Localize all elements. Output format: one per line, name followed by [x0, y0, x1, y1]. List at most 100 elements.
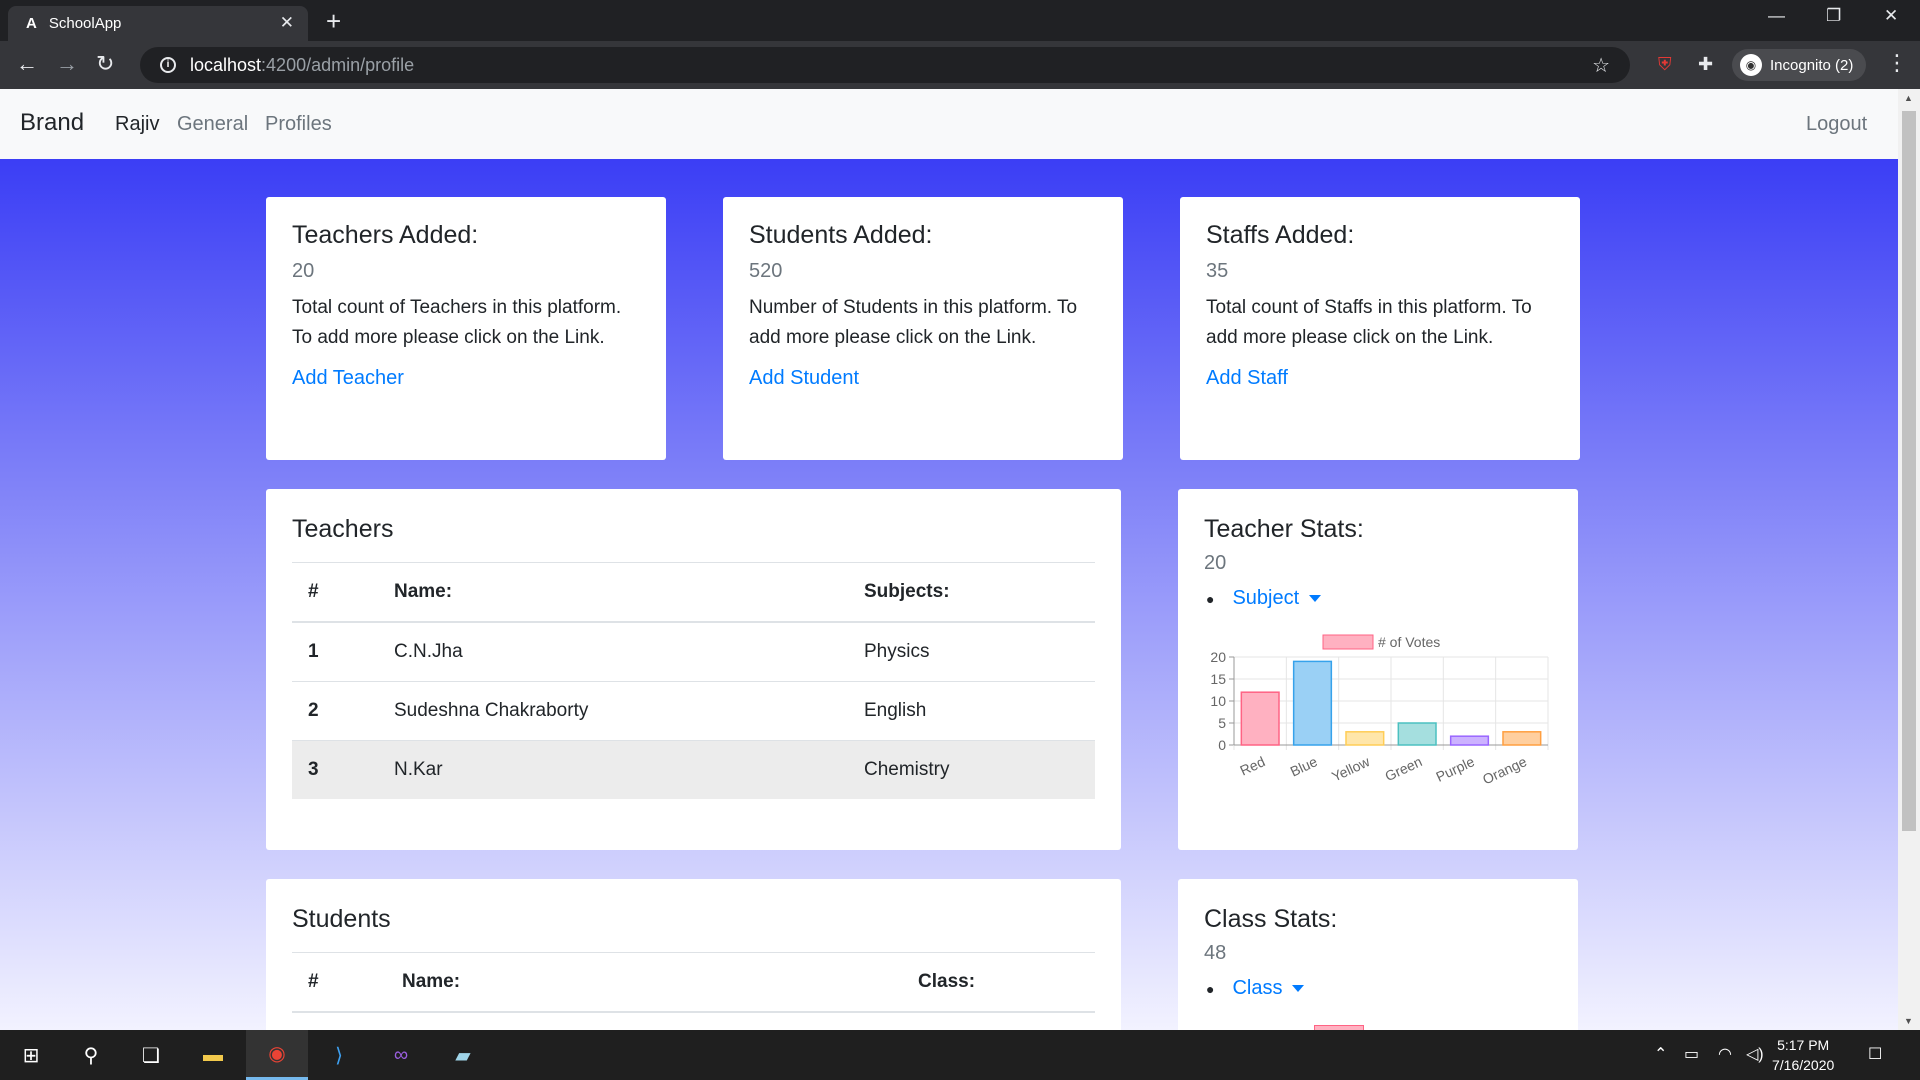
x-tick-label: Red	[1237, 753, 1267, 778]
nav-link-profiles[interactable]: Profiles	[265, 113, 332, 135]
card-count: 520	[749, 260, 783, 282]
card-description: Total count of Teachers in this platform…	[292, 297, 622, 348]
nav-link-rajiv[interactable]: Rajiv	[115, 113, 160, 135]
vscode-icon[interactable]: ⟩	[335, 1044, 343, 1067]
scroll-down-icon[interactable]: ▼	[1904, 1016, 1913, 1026]
system-clock[interactable]: 5:17 PM 7/16/2020	[1772, 1035, 1834, 1075]
col-header-name: Name:	[378, 562, 848, 623]
battery-icon[interactable]: ▭	[1684, 1046, 1700, 1063]
card-count: 35	[1206, 260, 1229, 282]
windows-taskbar: ⊞ ⚲ ❏ ▬ ◉ ⟩ ∞ ▰ ⌃ ▭ ◠ ◁) 5:17 PM 7/16/20…	[0, 1030, 1920, 1080]
subject-dropdown[interactable]: ● Subject	[1204, 587, 1552, 610]
chevron-down-icon	[1292, 985, 1305, 992]
teacher-stats-bar-chart: # of Votes 0 5 10 15 20 Red Blue Yellow Green Purp…	[1210, 634, 1549, 787]
students-table: # Name: Class:	[292, 952, 1095, 1013]
x-tick-label: Orange	[1480, 753, 1529, 787]
bar-green	[1397, 722, 1437, 746]
bar-yellow	[1345, 731, 1385, 746]
incognito-profile-button[interactable]: ◉ Incognito (2)	[1732, 49, 1866, 81]
class-dropdown[interactable]: ● Class	[1204, 977, 1552, 1000]
students-title: Students	[292, 905, 391, 933]
incognito-icon: ◉	[1740, 54, 1762, 76]
address-bar[interactable]: i localhost:4200/admin/profile ☆	[140, 47, 1630, 83]
minimize-window-icon[interactable]: —	[1768, 6, 1785, 25]
tab-title: SchoolApp	[48, 15, 122, 32]
y-tick-label: 15	[1210, 671, 1226, 687]
add-student-link[interactable]: Add Student	[749, 367, 860, 389]
nav-link-general[interactable]: General	[177, 113, 249, 135]
ublock-extension-icon[interactable]: ⛨	[1658, 54, 1672, 74]
subject-dropdown-label[interactable]: Subject	[1232, 587, 1300, 609]
logout-link[interactable]: Logout	[1806, 113, 1868, 135]
add-staff-link[interactable]: Add Staff	[1206, 367, 1288, 389]
class-stats-title: Class Stats:	[1204, 905, 1338, 933]
staffs-added-card: Staffs Added: 35 Total count of Staffs i…	[1180, 197, 1580, 460]
bullet-icon: ●	[1206, 980, 1215, 997]
row-number: 3	[292, 740, 378, 799]
table-row[interactable]: 3 N.Kar Chemistry	[292, 740, 1095, 799]
teacher-stats-count: 20	[1204, 552, 1227, 574]
forward-icon[interactable]: →	[56, 51, 78, 76]
teacher-stats-title: Teacher Stats:	[1204, 515, 1364, 543]
teacher-name: Sudeshna Chakraborty	[378, 681, 848, 741]
reload-icon[interactable]: ↻	[96, 51, 115, 76]
windows-start-icon[interactable]: ⊞	[22, 1044, 40, 1067]
col-header-number: #	[292, 562, 378, 623]
y-tick-label: 20	[1210, 649, 1226, 665]
scroll-up-icon[interactable]: ▲	[1904, 93, 1913, 103]
card-title: Students Added:	[749, 221, 933, 249]
card-title: Staffs Added:	[1206, 221, 1355, 249]
close-tab-icon[interactable]: ✕	[279, 13, 294, 32]
new-tab-button[interactable]: +	[326, 6, 342, 36]
chrome-icon[interactable]: ◉	[246, 1030, 308, 1080]
teachers-title: Teachers	[292, 515, 394, 543]
back-icon[interactable]: ←	[16, 51, 38, 76]
add-teacher-link[interactable]: Add Teacher	[292, 367, 404, 389]
col-header-class: Class:	[902, 952, 1095, 1013]
extensions-puzzle-icon[interactable]: ✚	[1698, 54, 1714, 74]
visual-studio-icon[interactable]: ∞	[393, 1043, 409, 1066]
notifications-icon[interactable]: ☐	[1868, 1046, 1883, 1063]
navbar-brand[interactable]: Brand	[20, 109, 85, 136]
task-view-icon[interactable]: ❏	[142, 1044, 160, 1067]
url-path: :4200/admin/profile	[261, 54, 415, 75]
bar-purple	[1449, 735, 1490, 746]
app-navbar: Brand Rajiv General Profiles Logout	[0, 89, 1898, 159]
app-icon[interactable]: ▰	[455, 1044, 471, 1067]
file-explorer-icon[interactable]: ▬	[203, 1043, 223, 1066]
show-hidden-icons-icon[interactable]: ⌃	[1654, 1046, 1668, 1063]
card-count: 20	[292, 260, 315, 282]
teacher-subject: English	[848, 681, 1095, 741]
site-info-icon[interactable]: i	[160, 57, 176, 73]
wifi-icon[interactable]: ◠	[1718, 1046, 1732, 1063]
scrollbar-thumb[interactable]	[1902, 111, 1916, 831]
y-tick-label: 5	[1218, 715, 1226, 731]
browser-menu-icon[interactable]: ⋮	[1886, 50, 1908, 75]
students-table-card: Students # Name: Class:	[266, 879, 1121, 1030]
legend-label: # of Votes	[1378, 634, 1440, 650]
clock-time: 5:17 PM	[1777, 1037, 1830, 1053]
bookmark-star-icon[interactable]: ☆	[1592, 55, 1610, 77]
students-added-card: Students Added: 520 Number of Students i…	[723, 197, 1123, 460]
browser-tab[interactable]: A SchoolApp ✕	[8, 6, 308, 41]
bar-orange	[1502, 731, 1542, 746]
page-scrollbar[interactable]: ▲ ▼	[1898, 89, 1920, 1030]
x-tick-label: Green	[1382, 753, 1424, 784]
volume-icon[interactable]: ◁)	[1746, 1046, 1764, 1063]
col-header-name: Name:	[386, 952, 902, 1013]
x-tick-label: Purple	[1433, 753, 1477, 785]
table-row[interactable]: 1 C.N.Jha Physics	[292, 621, 1095, 682]
search-icon[interactable]: ⚲	[83, 1044, 99, 1067]
chevron-down-icon	[1309, 595, 1322, 602]
bullet-icon: ●	[1206, 590, 1215, 607]
card-description: Total count of Staffs in this platform. …	[1206, 297, 1532, 348]
table-row[interactable]: 2 Sudeshna Chakraborty English	[292, 681, 1095, 741]
restore-window-icon[interactable]: ❐	[1826, 6, 1842, 25]
class-stats-count: 48	[1204, 942, 1227, 964]
teacher-subject: Physics	[848, 621, 1095, 682]
clock-date: 7/16/2020	[1772, 1057, 1835, 1073]
close-window-icon[interactable]: ✕	[1884, 6, 1899, 25]
table-header-row: # Name: Class:	[292, 952, 1095, 1013]
class-dropdown-label[interactable]: Class	[1232, 977, 1283, 999]
teacher-name: N.Kar	[378, 740, 848, 799]
